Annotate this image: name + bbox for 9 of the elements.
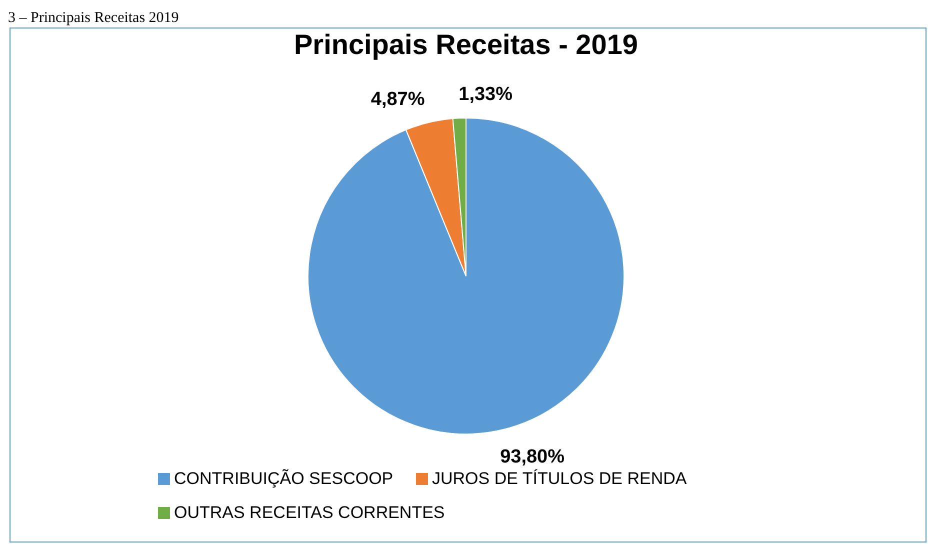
data-label: 93,80% <box>500 446 565 468</box>
data-label: 4,87% <box>370 88 425 110</box>
legend-label: OUTRAS RECEITAS CORRENTES <box>174 503 445 522</box>
chart-title: Principais Receitas - 2019 <box>294 29 638 60</box>
data-label: 1,33% <box>458 84 513 106</box>
pie-slice <box>308 118 624 434</box>
legend-label: CONTRIBUIÇÃO SESCOOP <box>174 469 394 488</box>
legend-label: JUROS DE TÍTULOS DE RENDA <box>432 469 688 488</box>
text: 3 – Principais Receitas 2019 <box>8 10 179 26</box>
